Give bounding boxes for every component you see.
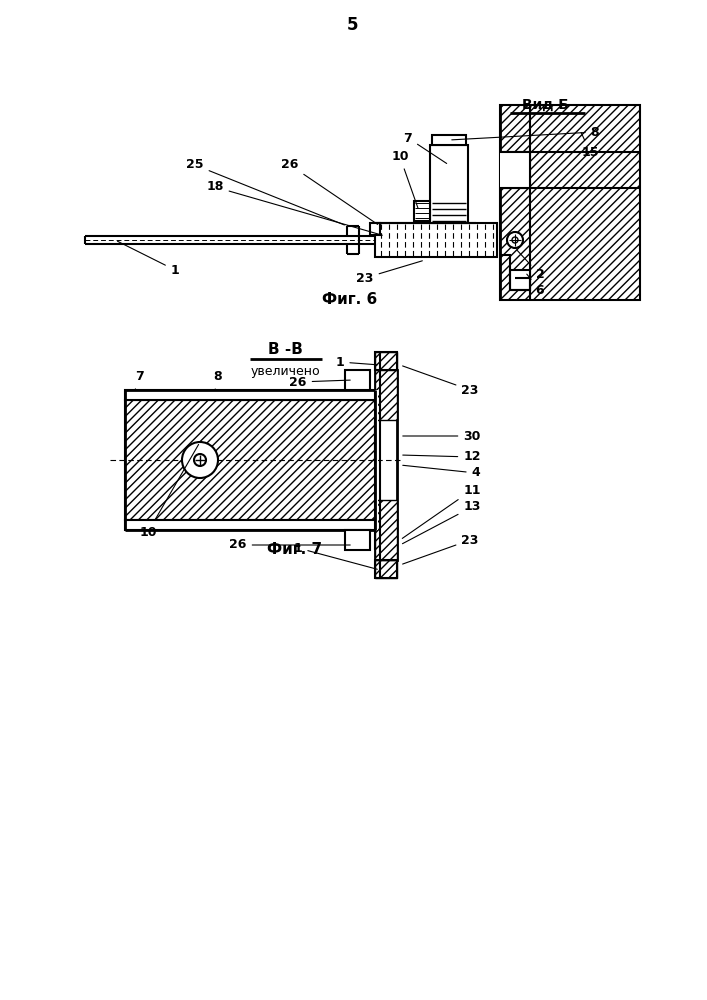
Text: 1: 1 <box>117 241 180 276</box>
Text: 12: 12 <box>403 450 481 464</box>
Text: 18: 18 <box>206 180 382 235</box>
Circle shape <box>182 442 218 478</box>
Polygon shape <box>375 560 397 578</box>
Text: Вид Б: Вид Б <box>522 98 568 112</box>
Polygon shape <box>375 352 397 370</box>
Text: 8: 8 <box>452 125 600 140</box>
Polygon shape <box>125 400 375 520</box>
Text: 26: 26 <box>281 158 378 224</box>
Polygon shape <box>370 223 380 235</box>
Text: 6: 6 <box>527 274 544 296</box>
Text: 13: 13 <box>402 500 481 544</box>
Polygon shape <box>414 201 430 221</box>
Polygon shape <box>345 370 370 390</box>
Polygon shape <box>375 500 397 560</box>
Polygon shape <box>430 145 468 223</box>
Text: 8: 8 <box>214 370 222 390</box>
Polygon shape <box>375 223 497 257</box>
Text: Фиг. 7: Фиг. 7 <box>267 542 322 558</box>
Text: увеличено: увеличено <box>250 365 320 378</box>
Text: 23: 23 <box>356 261 422 284</box>
Text: 23: 23 <box>402 366 479 396</box>
Text: 1: 1 <box>336 356 378 368</box>
Polygon shape <box>510 270 530 290</box>
Text: 30: 30 <box>403 430 481 442</box>
Text: 4: 4 <box>403 465 480 480</box>
Polygon shape <box>500 152 530 188</box>
Text: 5: 5 <box>347 16 358 34</box>
Polygon shape <box>500 105 640 300</box>
Text: 25: 25 <box>186 158 344 225</box>
Polygon shape <box>345 530 370 550</box>
Text: 10: 10 <box>139 444 199 538</box>
Text: 15: 15 <box>581 133 599 158</box>
Text: В -В: В -В <box>267 342 303 358</box>
Polygon shape <box>125 520 375 530</box>
Circle shape <box>507 232 523 248</box>
Text: 26: 26 <box>229 538 350 552</box>
Text: 10: 10 <box>391 150 418 208</box>
Text: 7: 7 <box>404 131 447 163</box>
Text: 11: 11 <box>402 484 481 538</box>
Text: 7: 7 <box>135 370 144 390</box>
Polygon shape <box>432 135 466 145</box>
Text: 26: 26 <box>289 375 350 388</box>
Text: 2: 2 <box>517 250 544 282</box>
Text: Фиг. 6: Фиг. 6 <box>322 292 378 308</box>
Polygon shape <box>375 370 397 560</box>
Text: 23: 23 <box>402 534 479 564</box>
Polygon shape <box>375 390 378 530</box>
Polygon shape <box>375 370 397 420</box>
Text: 1: 1 <box>293 542 378 569</box>
Polygon shape <box>125 390 375 400</box>
